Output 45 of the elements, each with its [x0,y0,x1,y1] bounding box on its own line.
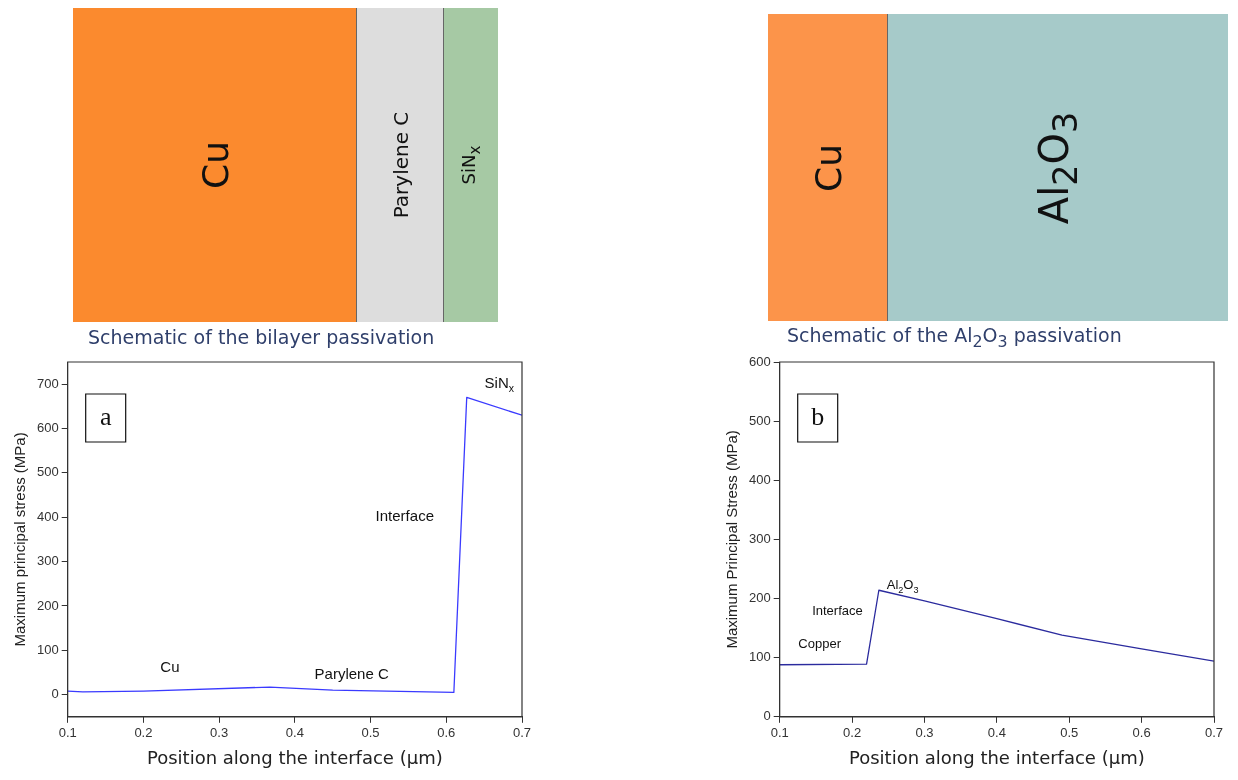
y-tick-label: 100 [36,641,59,657]
x-tick-label: 0.6 [437,725,456,741]
annotation: b [811,401,825,431]
y-tick-label: 100 [748,649,771,665]
y-tick-label: 0 [51,686,59,702]
y-tick-label: 600 [36,420,59,436]
text: Cu [194,141,236,189]
annotation: Parylene C [314,664,389,682]
y-tick-label: 200 [748,590,771,606]
x-tick-label: 0.4 [987,725,1006,741]
annotation: Interface [812,603,863,618]
chart-title: Schematic of the bilayer passivation [88,326,435,348]
annotation: a [99,401,112,431]
y-axis-title: Maximum Principal Stress (MPa) [723,430,741,649]
x-tick-label: 0.2 [134,725,153,741]
chart-title: Schematic of the Al$_{2}$O$_{3}$ passivation [787,324,1122,351]
x-tick-label: 0.7 [1204,725,1224,741]
annotation: Copper [798,636,842,652]
x-tick-label: 0.5 [1060,725,1079,741]
x-tick-label: 0.5 [361,725,380,741]
annotation: Interface [375,507,434,525]
x-tick-label: 0.7 [512,725,532,741]
y-tick-label: 300 [748,530,771,546]
y-axis-title: Maximum principal stress (MPa) [11,432,29,647]
x-tick-label: 0.6 [1132,725,1151,741]
x-axis-title: Position along the interface (μm) [848,746,1145,768]
y-tick-label: 500 [748,412,771,428]
x-axis-title: Position along the interface (μm) [146,746,443,768]
y-tick-label: 0 [763,708,771,724]
x-tick-label: 0.2 [843,725,862,741]
x-tick-label: 0.4 [285,725,304,741]
text: Cu [807,143,849,192]
y-tick-label: 700 [36,375,59,391]
annotation: Cu [160,658,180,676]
y-tick-label: 400 [748,471,771,487]
y-tick-label: 200 [36,597,59,613]
text: Parylene C [388,111,413,219]
x-tick-label: 0.3 [210,725,229,741]
x-tick-label: 0.1 [770,725,789,741]
x-tick-label: 0.1 [58,725,77,741]
y-tick-label: 600 [748,353,771,369]
y-tick-label: 400 [36,508,59,524]
y-tick-label: 300 [36,553,59,569]
y-tick-label: 500 [36,464,59,480]
x-tick-label: 0.3 [915,725,934,741]
